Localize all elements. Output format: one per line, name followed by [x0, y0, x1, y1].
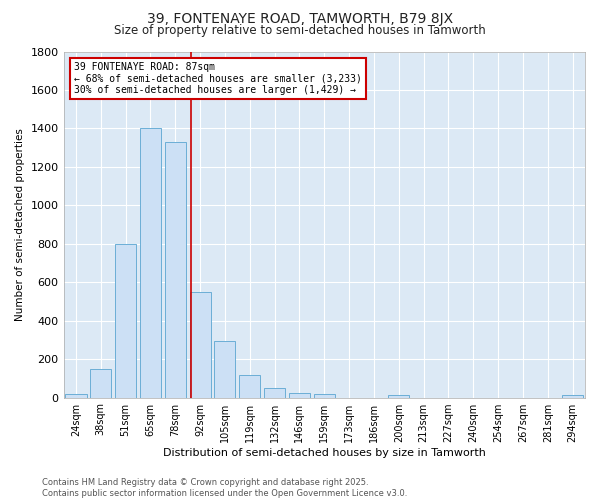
Bar [264, 388, 285, 398]
Bar [65, 394, 86, 398]
Text: Contains HM Land Registry data © Crown copyright and database right 2025.
Contai: Contains HM Land Registry data © Crown c… [42, 478, 407, 498]
Bar [90, 368, 112, 398]
Text: 39 FONTENAYE ROAD: 87sqm
← 68% of semi-detached houses are smaller (3,233)
30% o: 39 FONTENAYE ROAD: 87sqm ← 68% of semi-d… [74, 62, 362, 95]
Bar [314, 394, 335, 398]
Bar [165, 142, 186, 398]
Bar [115, 244, 136, 398]
Text: 39, FONTENAYE ROAD, TAMWORTH, B79 8JX: 39, FONTENAYE ROAD, TAMWORTH, B79 8JX [147, 12, 453, 26]
Bar [190, 292, 211, 398]
Bar [388, 394, 409, 398]
Bar [289, 393, 310, 398]
Y-axis label: Number of semi-detached properties: Number of semi-detached properties [15, 128, 25, 321]
Text: Size of property relative to semi-detached houses in Tamworth: Size of property relative to semi-detach… [114, 24, 486, 37]
Bar [214, 341, 235, 398]
Bar [239, 374, 260, 398]
Bar [140, 128, 161, 398]
X-axis label: Distribution of semi-detached houses by size in Tamworth: Distribution of semi-detached houses by … [163, 448, 486, 458]
Bar [562, 394, 583, 398]
